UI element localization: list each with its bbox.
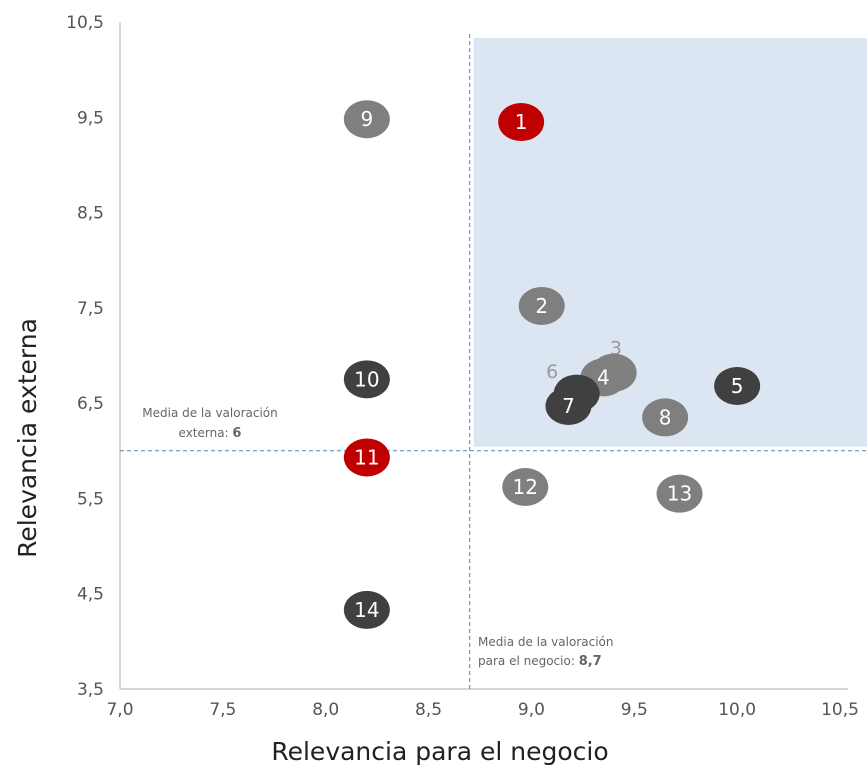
point-label: 4 [597, 365, 610, 389]
x-axis-title: Relevancia para el negocio [271, 737, 608, 766]
point-marker [343, 438, 390, 477]
point-marker [502, 467, 549, 506]
x-tick-label: 9,0 [518, 700, 545, 720]
y-tick-labels: 3,5 4,5 5,5 6,5 7,5 8,5 9,5 10,5 [66, 13, 104, 700]
x-tick-label: 7,5 [209, 700, 236, 720]
point-marker [714, 366, 761, 405]
point-marker [518, 286, 565, 325]
x-tick-label: 8,5 [415, 700, 442, 720]
point-label: 2 [535, 294, 548, 318]
point-5: 5 [714, 366, 761, 405]
point-7: 7 [545, 387, 592, 426]
highlight-quadrant [473, 38, 867, 447]
point-11: 11 [343, 438, 390, 477]
x-tick-label: 10,0 [718, 700, 756, 720]
y-tick-label: 3,5 [77, 680, 104, 700]
point-label: 7 [562, 394, 575, 418]
point-marker [656, 474, 703, 513]
y-mean-annotation-line2: externa: 6 [179, 426, 242, 441]
x-mean-annotation-line1: Media de la valoración [478, 635, 613, 649]
y-tick-label: 7,5 [77, 299, 104, 319]
point-label: 14 [354, 598, 379, 622]
point-label: 9 [360, 107, 373, 131]
point-2: 2 [518, 286, 565, 325]
point-marker [642, 398, 689, 437]
y-tick-label: 4,5 [77, 585, 104, 605]
point-marker [343, 100, 390, 139]
point-label: 8 [659, 405, 672, 429]
x-tick-label: 10,5 [821, 700, 859, 720]
point-marker [498, 103, 545, 142]
point-12: 12 [502, 467, 549, 506]
x-tick-labels: 7,0 7,5 8,0 8,5 9,0 9,5 10,0 10,5 [106, 700, 858, 720]
y-tick-label: 9,5 [77, 108, 104, 128]
point-label: 12 [513, 475, 538, 499]
y-tick-label: 5,5 [77, 489, 104, 509]
y-tick-label: 8,5 [77, 204, 104, 224]
point-13: 13 [656, 474, 703, 513]
point-10: 10 [343, 360, 390, 399]
point-label: 11 [354, 445, 379, 469]
y-axis-title: Relevancia externa [13, 318, 42, 558]
point-marker [343, 590, 390, 629]
point-14: 14 [343, 590, 390, 629]
y-mean-annotation-line1: Media de la valoración [142, 406, 277, 420]
point-label: 1 [515, 110, 528, 134]
point-label-6: 6 [546, 361, 558, 383]
x-tick-label: 8,0 [312, 700, 339, 720]
x-mean-annotation-line2: para el negocio: 8,7 [478, 654, 602, 669]
point-1: 1 [498, 103, 545, 142]
point-marker [545, 387, 592, 426]
point-label: 5 [731, 374, 744, 398]
point-marker [343, 360, 390, 399]
y-tick-label: 10,5 [66, 13, 104, 33]
x-tick-label: 7,0 [106, 700, 133, 720]
x-tick-label: 9,5 [621, 700, 648, 720]
point-label: 13 [667, 482, 692, 506]
point-9: 9 [343, 100, 390, 139]
point-8: 8 [642, 398, 689, 437]
point-label: 10 [354, 367, 379, 391]
y-tick-label: 6,5 [77, 394, 104, 414]
